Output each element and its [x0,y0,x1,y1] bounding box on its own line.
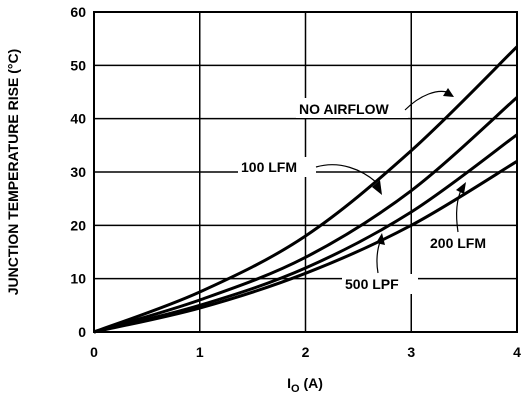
series-line-500-lpf [93,160,518,334]
y-axis-label: JUNCTION TEMPERATURE RISE (°C) [5,49,21,295]
series-line-100-lfm [93,96,518,334]
x-axis-label-main: I [287,375,291,391]
y-tick-label: 40 [70,111,86,127]
annotation-no-airflow-text: NO AIRFLOW [299,101,389,117]
x-axis-label-unit: (A) [300,375,323,391]
y-tick-labels: 0 10 20 30 40 50 60 [70,4,86,340]
annotation-200-lfm: 200 LFM [427,182,505,253]
annotation-500-lpf: 500 LPF [342,233,418,294]
series-lines [93,45,519,334]
annotation-100-lfm-text: 100 LFM [241,159,297,175]
annotation-200-lfm-text: 200 LFM [430,235,486,251]
plot-frame [93,11,518,333]
series-line-200-lfm [93,133,518,334]
x-tick-label: 1 [196,344,204,360]
series-line-no-airflow [93,45,519,334]
y-tick-label: 60 [70,4,86,20]
x-tick-label: 4 [513,344,521,360]
annotation-no-airflow: NO AIRFLOW [296,88,454,118]
x-axis-label: IO (A) [287,375,323,395]
annotation-100-lfm: 100 LFM [238,157,382,195]
x-tick-label: 3 [407,344,415,360]
y-tick-label: 50 [70,57,86,73]
y-tick-label: 0 [78,324,86,340]
annotation-500-lpf-text: 500 LPF [345,276,399,292]
y-tick-label: 30 [70,164,86,180]
y-tick-label: 20 [70,217,86,233]
x-tick-label: 2 [302,344,310,360]
x-tick-label: 0 [90,344,98,360]
x-tick-labels: 0 1 2 3 4 [90,344,521,360]
x-axis-label-sub: O [291,383,300,395]
y-tick-label: 10 [70,271,86,287]
